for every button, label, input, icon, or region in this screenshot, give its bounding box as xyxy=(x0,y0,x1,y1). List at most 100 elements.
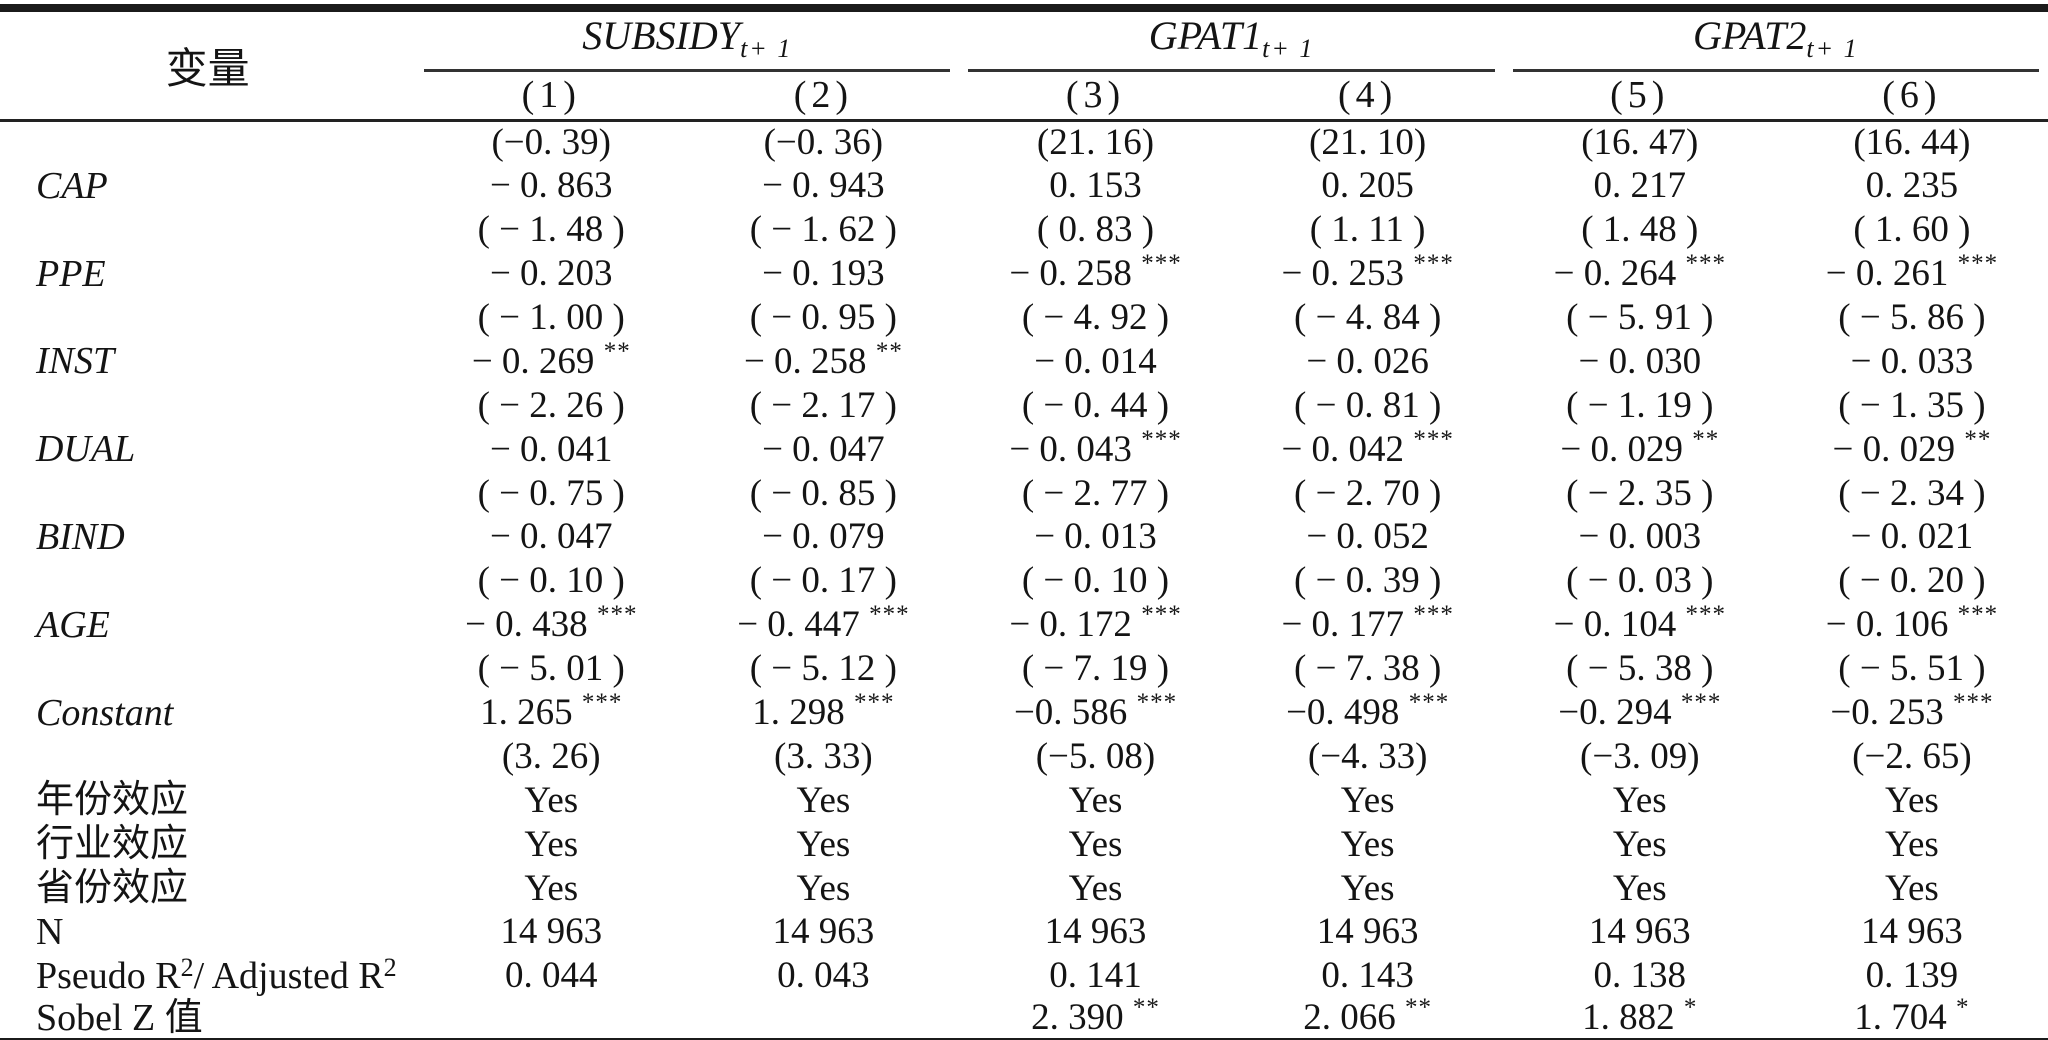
table-row: PPE − 0. 203 − 0. 193 − 0. 258 *** − 0. 253 … xyxy=(0,250,2048,296)
value-cell: − 0. 104 *** xyxy=(1553,601,1726,646)
row-label: 省份效应 xyxy=(36,867,189,910)
value-cell: − 0. 258 *** xyxy=(1009,250,1182,295)
significance-stars: *** xyxy=(1413,250,1454,278)
value-cell: Yes xyxy=(1340,779,1395,821)
value-cell: − 0. 193 xyxy=(762,253,885,295)
value-cell: − 0. 043 *** xyxy=(1009,425,1182,470)
group-subscript: t+ 1 xyxy=(1262,34,1315,63)
row-label-empty xyxy=(0,471,415,515)
value-cell: − 0. 079 xyxy=(762,516,885,558)
group-name: SUBSIDY xyxy=(582,13,741,58)
significance-stars: ** xyxy=(875,337,903,365)
value-cell: − 0. 033 xyxy=(1850,340,1974,382)
significance-stars: *** xyxy=(1685,250,1726,278)
value-cell: 14 963 xyxy=(500,911,603,953)
value-cell: ( − 0. 39 ) xyxy=(1294,560,1442,602)
value-cell: ( − 2. 70 ) xyxy=(1294,472,1442,514)
value-cell: Yes xyxy=(1612,867,1667,909)
row-label: AGE xyxy=(36,603,110,646)
value-cell: 0. 044 xyxy=(505,955,598,997)
regression-table: 变量 SUBSIDYt+ 1 GPAT1t+ 1 GPAT2t+ 1 (1) (2)(… xyxy=(0,4,2048,1040)
row-header-cell: 变量 xyxy=(0,8,416,122)
value-cell: −0. 498 *** xyxy=(1286,689,1450,734)
group-header-subsidy: SUBSIDYt+ 1 xyxy=(415,8,959,72)
significance-stars: *** xyxy=(869,601,910,629)
table-row: CAP − 0. 863 − 0. 943 0. 153 0. 205 0. 217 0. … xyxy=(0,164,2048,208)
row-label-empty xyxy=(0,296,415,340)
value-cell: Yes xyxy=(1884,867,1939,909)
value-cell: 14 963 xyxy=(1588,911,1691,953)
value-cell: ( − 0. 85 ) xyxy=(749,472,897,514)
row-label: Sobel Z 值 xyxy=(36,996,203,1039)
value-cell: ( − 7. 38 ) xyxy=(1294,648,1442,690)
value-cell: − 0. 029 ** xyxy=(1560,425,1720,470)
value-cell: − 0. 029 ** xyxy=(1832,425,1992,470)
group-header-gpat1: GPAT1t+ 1 xyxy=(959,8,1503,72)
value-cell: 0. 153 xyxy=(1049,165,1142,207)
value-cell: Yes xyxy=(524,779,579,821)
value-cell: − 0. 203 xyxy=(489,253,613,295)
value-cell: ( − 0. 03 ) xyxy=(1566,560,1714,602)
value-cell: 0. 138 xyxy=(1593,955,1687,997)
value-cell: − 0. 030 xyxy=(1578,340,1702,382)
table-row: 省份效应 Yes Yes Yes Yes Yes Yes xyxy=(0,866,2048,910)
row-label: BIND xyxy=(36,515,125,558)
value-cell: Yes xyxy=(1612,779,1667,821)
row-label: Constant xyxy=(36,691,174,734)
row-label-empty xyxy=(0,120,415,164)
value-cell: − 0. 041 xyxy=(489,428,613,470)
value-cell: 0. 235 xyxy=(1865,165,1959,207)
value-cell: ( − 0. 20 ) xyxy=(1838,560,1986,602)
significance-stars: *** xyxy=(1680,689,1722,717)
value-cell: (−0. 39) xyxy=(491,122,611,164)
value-cell xyxy=(687,998,959,1040)
value-cell: ( − 1. 00 ) xyxy=(477,297,625,338)
value-cell: ( − 5. 86 ) xyxy=(1838,297,1986,338)
value-cell: ( − 5. 91 ) xyxy=(1566,297,1714,338)
row-label: INST xyxy=(36,340,115,383)
group-header-gpat2: GPAT2t+ 1 xyxy=(1504,8,2048,72)
column-label-5: (5) xyxy=(1503,72,1776,122)
group-subscript: t+ 1 xyxy=(1806,34,1859,63)
table-row: N 14 963 14 963 14 963 14 963 14 963 14 963 xyxy=(0,910,2048,954)
value-cell: (−4. 33) xyxy=(1307,735,1428,777)
value-cell: ( − 1. 62 ) xyxy=(749,209,897,251)
group-subscript: t+ 1 xyxy=(740,34,793,63)
table-row: (3. 26) (3. 33) (−5. 08) (−4. 33) (−3. 09) (−… xyxy=(0,734,2048,778)
table-header: 变量 SUBSIDYt+ 1 GPAT1t+ 1 GPAT2t+ 1 (1) (2)(… xyxy=(0,8,2048,122)
value-cell: Yes xyxy=(1884,823,1939,865)
value-cell: − 0. 447 *** xyxy=(737,601,910,646)
value-cell: ( − 1. 48 ) xyxy=(477,209,625,251)
value-cell: − 0. 003 xyxy=(1578,516,1702,558)
value-cell: ( − 7. 19 ) xyxy=(1021,648,1170,690)
value-cell: (16. 47) xyxy=(1581,122,1699,164)
value-cell: −0. 253 *** xyxy=(1830,689,1994,734)
significance-stars: *** xyxy=(854,689,895,717)
significance-stars: *** xyxy=(1141,601,1182,629)
column-label-1: (1) xyxy=(415,72,688,122)
value-cell: ( − 0. 95 ) xyxy=(749,297,897,338)
value-cell: Yes xyxy=(1340,823,1395,865)
value-cell: (21. 10) xyxy=(1309,122,1427,164)
row-label: N xyxy=(36,910,64,953)
table-row: ( − 1. 48 ) ( − 1. 62 ) ( 0. 83 ) ( 1. 11 )… xyxy=(0,208,2048,252)
value-cell: −0. 294 *** xyxy=(1558,689,1722,734)
value-cell: ( − 5. 51 ) xyxy=(1838,648,1986,690)
superscript-2: 2 xyxy=(383,952,397,982)
table-row: Sobel Z 值 2. 390 ** 2. 066 ** 1. 882 * 1. 70… xyxy=(0,994,2048,1040)
table-row: (−0. 39) (−0. 36) (21. 16) (21. 10) (16. 47)… xyxy=(0,120,2048,164)
value-cell: Yes xyxy=(1340,867,1395,909)
value-cell: Yes xyxy=(796,867,851,909)
column-label-4: (4) xyxy=(1231,72,1504,122)
table-row: AGE − 0. 438 *** − 0. 447 *** − 0. 172 *** −… xyxy=(0,601,2048,647)
row-label-empty xyxy=(0,383,415,427)
value-cell: ( − 4. 84 ) xyxy=(1294,297,1442,338)
value-cell: 2. 390 ** xyxy=(1031,994,1160,1039)
row-label-empty xyxy=(0,647,415,691)
value-cell: ( 1. 11 ) xyxy=(1309,209,1426,251)
value-cell: ( − 2. 26 ) xyxy=(477,384,625,426)
significance-stars: ** xyxy=(1964,425,1992,453)
table-row: ( − 0. 10 ) ( − 0. 17 ) ( − 0. 10 ) ( − 0. … xyxy=(0,559,2048,603)
value-cell: 2. 066 ** xyxy=(1303,994,1432,1039)
significance-stars: ** xyxy=(1132,994,1160,1022)
